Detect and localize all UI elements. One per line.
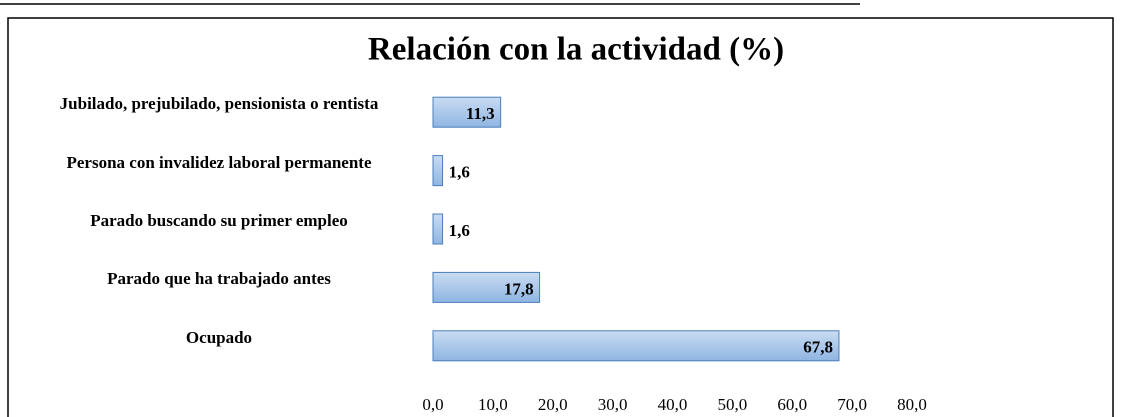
x-tick-label: 70,0 xyxy=(837,395,867,414)
y-tick-label: Ocupado xyxy=(185,327,253,347)
y-tick-label: Parado que ha trabajado antes xyxy=(107,269,331,289)
x-tick-label: 50,0 xyxy=(718,395,748,414)
bar xyxy=(432,330,840,362)
y-tick-label: Parado buscando su primer empleo xyxy=(90,211,348,230)
x-tick-label: 0,0 xyxy=(422,395,443,414)
x-tick-label: 40,0 xyxy=(658,395,688,414)
x-tick-label: 60,0 xyxy=(777,395,807,414)
value-label: 1,6 xyxy=(449,221,470,240)
bar xyxy=(432,271,541,303)
value-label: 67,8 xyxy=(803,338,833,357)
x-tick-label: 10,0 xyxy=(478,395,508,414)
bar xyxy=(432,96,502,128)
value-label: 1,6 xyxy=(449,163,470,182)
bar xyxy=(432,213,444,245)
x-tick-label: 20,0 xyxy=(538,395,568,414)
y-tick-label: Jubilado, prejubilado, pensionista o ren… xyxy=(59,94,379,114)
value-label: 11,3 xyxy=(466,104,495,123)
x-tick-label: 80,0 xyxy=(897,395,927,414)
y-tick-label: Persona con invalidez laboral permanente xyxy=(66,152,372,172)
bar xyxy=(432,155,444,187)
frame xyxy=(7,17,1114,417)
chart-title: Relación con la actividad (%) xyxy=(368,32,784,68)
x-tick-label: 30,0 xyxy=(598,395,628,414)
value-label: 17,8 xyxy=(504,279,534,298)
